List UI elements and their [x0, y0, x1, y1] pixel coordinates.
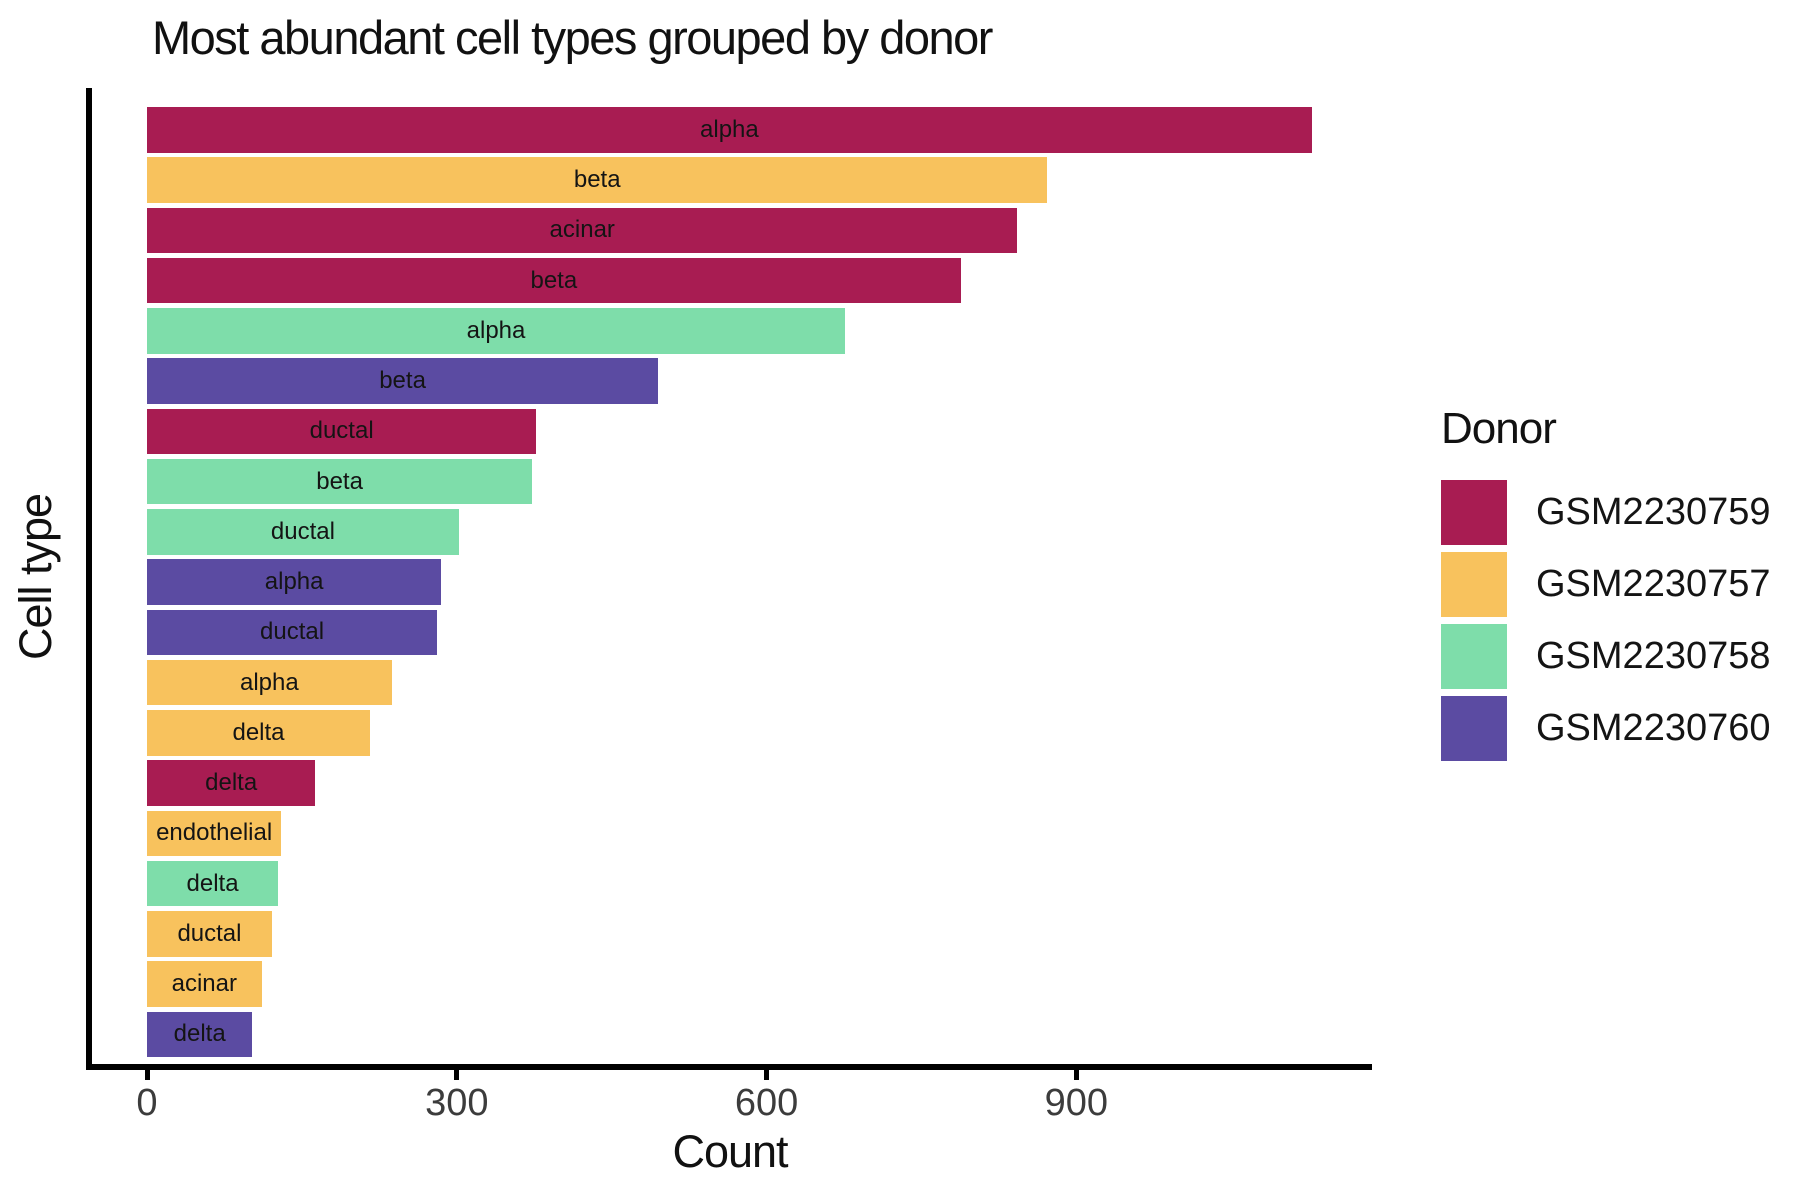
bar-alpha-GSM2230760: alpha	[147, 559, 442, 605]
legend-item-GSM2230758: GSM2230758	[1441, 624, 1771, 689]
x-tick-label: 900	[1044, 1082, 1109, 1124]
bar-ductal-GSM2230760: ductal	[147, 609, 438, 655]
bar-label: endothelial	[156, 819, 273, 847]
bar-label: beta	[573, 166, 621, 193]
bar-alpha-GSM2230759: alpha	[147, 107, 1312, 153]
bar-ductal-GSM2230757: ductal	[147, 911, 272, 957]
bar-label: ductal	[270, 517, 335, 545]
x-tick-label: 300	[425, 1082, 489, 1124]
x-tick-mark	[1073, 1070, 1079, 1080]
bar-acinar-GSM2230757: acinar	[147, 961, 262, 1007]
legend-swatch	[1441, 552, 1507, 617]
legend-label: GSM2230757	[1536, 563, 1771, 605]
bar-ductal-GSM2230758: ductal	[147, 509, 459, 555]
bar-label: alpha	[466, 316, 526, 344]
x-tick-label: 0	[136, 1082, 158, 1124]
bar-label: ductal	[309, 417, 374, 445]
bar-alpha-GSM2230758: alpha	[147, 308, 846, 354]
legend-swatch	[1441, 624, 1507, 689]
x-axis-title: Count	[672, 1126, 788, 1177]
bar-endothelial-GSM2230757: endothelial	[147, 810, 282, 856]
legend-title: Donor	[1441, 404, 1557, 453]
bar-ductal-GSM2230759: ductal	[147, 408, 537, 454]
bar-label: acinar	[549, 216, 615, 244]
bar-delta-GSM2230759: delta	[147, 760, 316, 806]
bar-label: ductal	[260, 618, 325, 646]
bar-label: alpha	[264, 568, 324, 595]
bar-acinar-GSM2230759: acinar	[147, 207, 1018, 253]
x-tick-mark	[764, 1070, 770, 1080]
bar-delta-GSM2230758: delta	[147, 860, 279, 907]
bar-delta-GSM2230760: delta	[147, 1011, 253, 1057]
bar-label: delta	[186, 869, 239, 897]
bar-label: delta	[173, 1020, 226, 1048]
legend-swatch	[1441, 480, 1507, 545]
bar-label: alpha	[700, 115, 759, 143]
legend-items: GSM2230759 GSM2230757 GSM2230758 GSM2230760	[1441, 480, 1771, 761]
bar-beta-GSM2230759: beta	[147, 257, 961, 304]
y-axis-line	[86, 88, 92, 1070]
bar-beta-GSM2230757: beta	[147, 157, 1048, 203]
chart-title: Most abundant cell types grouped by dono…	[152, 11, 993, 64]
legend-item-GSM2230760: GSM2230760	[1441, 696, 1771, 761]
bar-beta-GSM2230758: beta	[147, 458, 533, 505]
bar-alpha-GSM2230757: alpha	[147, 659, 392, 706]
bar-label: beta	[530, 266, 578, 294]
x-tick-mark	[144, 1070, 150, 1080]
bar-label: beta	[316, 467, 363, 495]
legend-label: GSM2230759	[1536, 491, 1771, 533]
bar-label: ductal	[177, 919, 242, 947]
bar-label: acinar	[171, 970, 237, 997]
x-axis-line	[86, 1064, 1372, 1070]
legend-swatch	[1441, 696, 1507, 761]
bar-label: alpha	[239, 668, 299, 696]
bar-label: delta	[205, 769, 258, 796]
x-tick-mark	[454, 1070, 460, 1080]
bar-label: beta	[379, 367, 426, 394]
legend-label: GSM2230760	[1536, 707, 1771, 749]
x-tick-label: 600	[734, 1082, 799, 1124]
bar-delta-GSM2230757: delta	[147, 710, 371, 756]
legend-item-GSM2230759: GSM2230759	[1441, 480, 1771, 545]
bar-label: delta	[232, 718, 285, 746]
legend-item-GSM2230757: GSM2230757	[1441, 552, 1771, 617]
legend: Donor GSM2230759 GSM2230757 GSM2230758 GSM2…	[1441, 404, 1771, 761]
legend-label: GSM2230758	[1536, 635, 1771, 677]
bar-beta-GSM2230760: beta	[147, 358, 659, 404]
